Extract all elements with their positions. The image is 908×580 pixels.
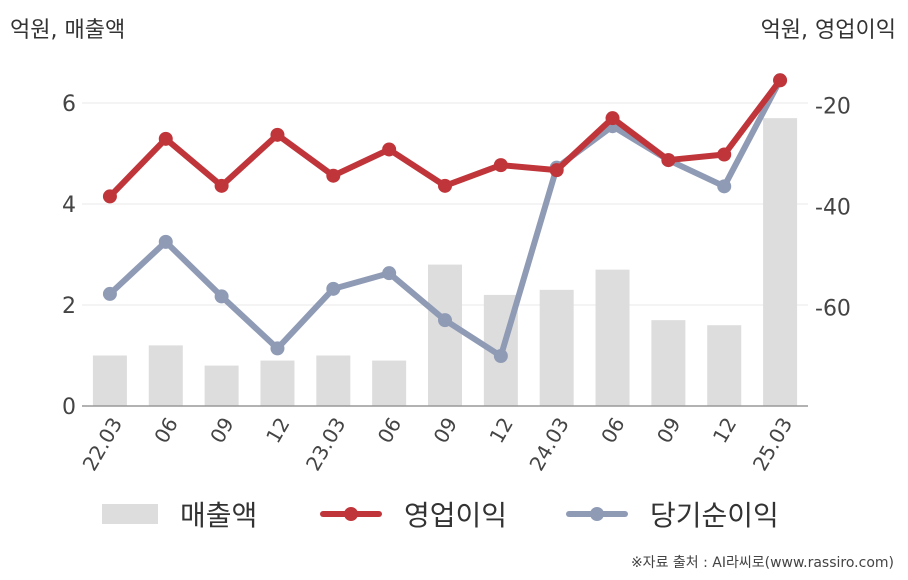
revenue-bar <box>539 289 574 406</box>
net-income-point <box>326 281 341 296</box>
revenue-bar <box>595 269 630 406</box>
legend-item-revenue: 매출액 <box>102 494 257 534</box>
y-right-tick-label: -40 <box>815 196 851 221</box>
net-income-point <box>382 266 397 281</box>
operating-income-point <box>773 73 788 88</box>
operating-income-point <box>605 111 620 126</box>
legend-item-net: 당기순이익 <box>566 494 779 534</box>
y-right-tick-label: -20 <box>815 95 851 120</box>
net-income-point <box>717 179 732 194</box>
y-left-tick-label: 2 <box>62 294 76 319</box>
revenue-bar <box>707 325 742 406</box>
legend: 매출액 영업이익 당기순이익 <box>0 494 908 534</box>
operating-income-point <box>438 178 452 193</box>
x-tick-label: 24.03 <box>524 413 573 475</box>
x-tick-label: 12 <box>484 413 518 447</box>
source-note: ※자료 출처 : AI라씨로(www.rassiro.com) <box>630 555 894 571</box>
x-tick-label: 23.03 <box>301 413 350 475</box>
revenue-bar <box>651 320 686 406</box>
y-right-tick-label: -60 <box>815 297 851 322</box>
x-tick-label: 06 <box>596 413 630 447</box>
operating-income-point <box>214 178 229 193</box>
operating-income-point <box>326 168 341 183</box>
y-left-tick-label: 6 <box>62 92 76 117</box>
operating-income-point <box>717 147 732 162</box>
x-tick-label: 06 <box>149 413 183 447</box>
revenue-bar <box>92 355 127 406</box>
operating-income-point <box>493 158 508 173</box>
x-tick-label: 09 <box>429 413 463 447</box>
y-left-tick-label: 4 <box>62 193 76 218</box>
legend-item-operating: 영업이익 <box>320 494 507 534</box>
net-income-point <box>438 313 452 328</box>
x-tick-label: 12 <box>261 413 295 447</box>
net-income-point <box>493 349 508 364</box>
x-tick-label: 06 <box>373 413 407 447</box>
legend-label-operating: 영업이익 <box>404 499 508 532</box>
operating-income-point <box>102 189 117 204</box>
operating-income-point <box>270 127 285 142</box>
net-income-point <box>214 289 229 304</box>
legend-swatch-bar <box>102 504 158 524</box>
legend-swatch-operating <box>320 504 382 524</box>
right-axis-unit: 억원, 영업이익 <box>760 18 896 43</box>
revenue-bar <box>316 355 351 406</box>
legend-label-net: 당기순이익 <box>650 499 779 532</box>
net-income-point <box>102 286 117 301</box>
net-income-point <box>270 341 285 356</box>
operating-income-point <box>158 131 173 146</box>
revenue-bar <box>260 360 295 406</box>
x-tick-label: 25.03 <box>748 413 797 475</box>
revenue-bar <box>148 345 183 406</box>
x-tick-label: 22.03 <box>78 413 127 475</box>
legend-label-revenue: 매출액 <box>180 499 258 532</box>
operating-income-point <box>549 163 564 178</box>
net-income-point <box>158 234 173 249</box>
revenue-bar <box>428 264 462 406</box>
y-left-tick-label: 0 <box>62 395 76 420</box>
revenue-bar <box>204 365 239 406</box>
revenue-bar <box>763 118 798 407</box>
x-tick-label: 12 <box>708 413 742 447</box>
x-tick-label: 09 <box>205 413 239 447</box>
operating-income-point <box>661 153 676 168</box>
revenue-bar <box>372 360 407 406</box>
left-axis-unit: 억원, 매출액 <box>10 18 126 43</box>
operating-income-point <box>382 142 397 157</box>
legend-swatch-net <box>566 504 628 524</box>
x-tick-label: 09 <box>652 413 686 447</box>
